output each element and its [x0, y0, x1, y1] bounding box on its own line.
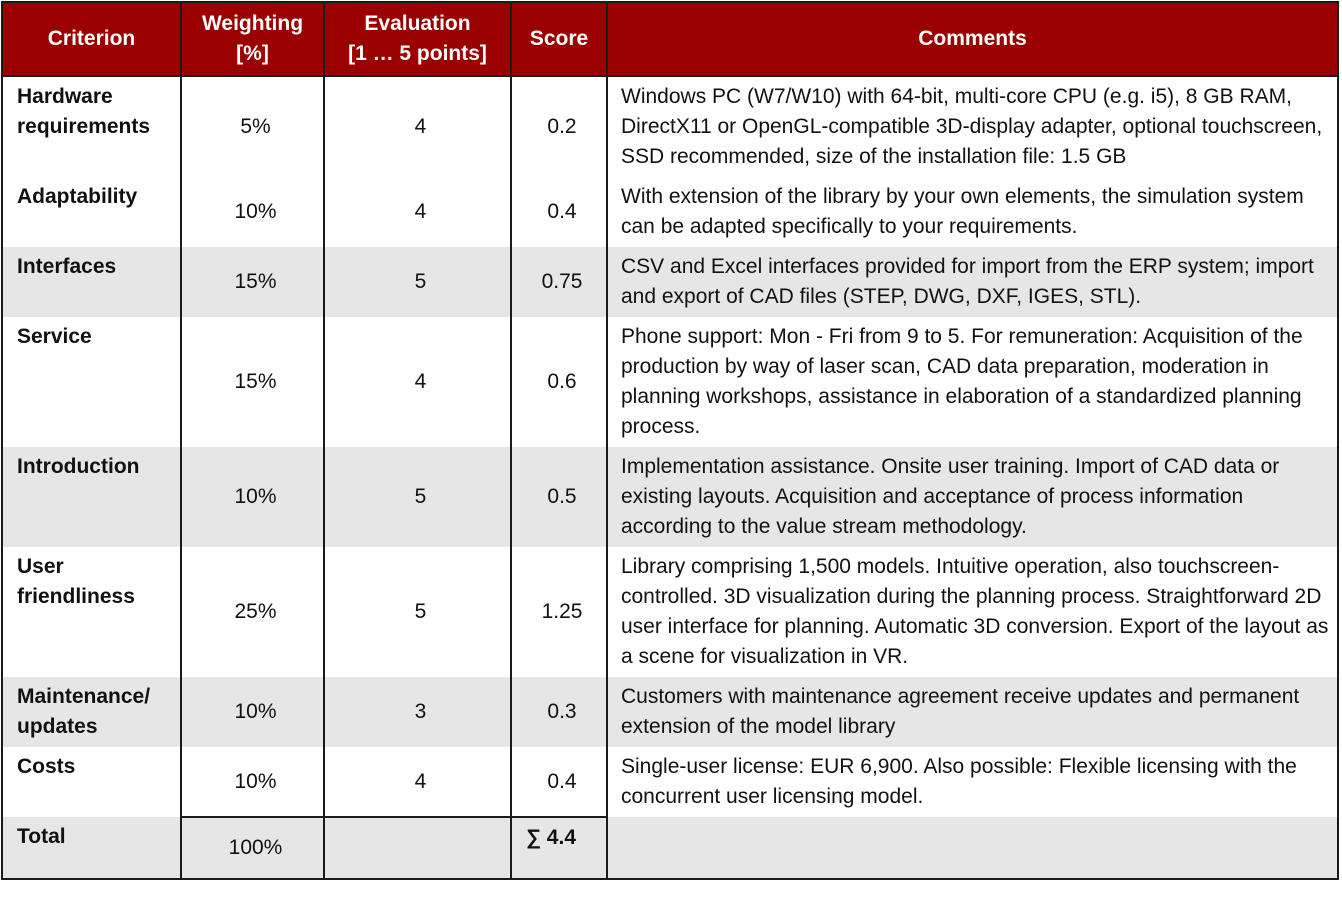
table-row: Service 15% 4 0.6 Phone support: Mon - F…: [1, 317, 1339, 447]
total-score: ∑ 4.4: [510, 816, 608, 880]
score-cell: 0.3: [510, 677, 608, 747]
criterion-cell: Hardware requirements: [1, 76, 182, 177]
evaluation-cell: 4: [323, 76, 512, 177]
score-cell: 0.4: [510, 747, 608, 817]
table-row: Maintenance/ updates 10% 3 0.3 Customers…: [1, 677, 1339, 747]
score-cell: 0.6: [510, 317, 608, 447]
weighting-cell: 15%: [180, 247, 325, 317]
evaluation-cell: 3: [323, 677, 512, 747]
header-evaluation-line1: Evaluation: [364, 12, 471, 35]
table-row: Costs 10% 4 0.4 Single-user license: EUR…: [1, 747, 1339, 817]
header-criterion: Criterion: [1, 1, 182, 77]
score-cell: 0.2: [510, 76, 608, 177]
header-row: Criterion Weighting [%] Evaluation [1 … …: [1, 1, 1339, 77]
evaluation-cell: 5: [323, 447, 512, 547]
comment-cell: Implementation assistance. Onsite user t…: [606, 447, 1339, 547]
header-weighting: Weighting [%]: [180, 1, 325, 77]
criterion-cell: User friendliness: [1, 547, 182, 677]
weighting-cell: 10%: [180, 177, 325, 247]
comment-cell: Windows PC (W7/W10) with 64-bit, multi-c…: [606, 76, 1339, 177]
evaluation-cell: 5: [323, 247, 512, 317]
criterion-cell: Maintenance/ updates: [1, 677, 182, 747]
criterion-cell: Interfaces: [1, 247, 182, 317]
total-weighting: 100%: [180, 816, 325, 880]
score-cell: 1.25: [510, 547, 608, 677]
table-row: Adaptability 10% 4 0.4 With extension of…: [1, 177, 1339, 247]
table-row: Hardware requirements 5% 4 0.2 Windows P…: [1, 76, 1339, 177]
criterion-cell: Costs: [1, 747, 182, 817]
total-evaluation: [323, 816, 512, 880]
evaluation-cell: 5: [323, 547, 512, 677]
weighting-cell: 10%: [180, 747, 325, 817]
comment-cell: Library comprising 1,500 models. Intuiti…: [606, 547, 1339, 677]
criterion-cell: Introduction: [1, 447, 182, 547]
score-cell: 0.75: [510, 247, 608, 317]
comment-cell: Customers with maintenance agreement rec…: [606, 677, 1339, 747]
score-cell: 0.5: [510, 447, 608, 547]
criterion-cell: Adaptability: [1, 177, 182, 247]
evaluation-cell: 4: [323, 747, 512, 817]
comment-cell: Single-user license: EUR 6,900. Also pos…: [606, 747, 1339, 817]
score-cell: 0.4: [510, 177, 608, 247]
weighting-cell: 15%: [180, 317, 325, 447]
evaluation-table: Criterion Weighting [%] Evaluation [1 … …: [1, 1, 1339, 880]
total-row: Total 100% ∑ 4.4: [1, 816, 1339, 880]
table-row: Introduction 10% 5 0.5 Implementation as…: [1, 447, 1339, 547]
weighting-cell: 10%: [180, 447, 325, 547]
header-weighting-line2: [%]: [236, 42, 269, 65]
weighting-cell: 10%: [180, 677, 325, 747]
header-comments: Comments: [606, 1, 1339, 77]
table-row: Interfaces 15% 5 0.75 CSV and Excel inte…: [1, 247, 1339, 317]
evaluation-cell: 4: [323, 177, 512, 247]
weighting-cell: 25%: [180, 547, 325, 677]
total-comment: [606, 817, 1339, 880]
comment-cell: CSV and Excel interfaces provided for im…: [606, 247, 1339, 317]
header-evaluation: Evaluation [1 … 5 points]: [323, 1, 512, 77]
header-weighting-line1: Weighting: [201, 12, 304, 35]
criterion-cell: Service: [1, 317, 182, 447]
comment-cell: Phone support: Mon - Fri from 9 to 5. Fo…: [606, 317, 1339, 447]
header-score: Score: [510, 1, 608, 77]
evaluation-cell: 4: [323, 317, 512, 447]
header-evaluation-line2: [1 … 5 points]: [348, 42, 487, 65]
comment-cell: With extension of the library by your ow…: [606, 177, 1339, 247]
table-row: User friendliness 25% 5 1.25 Library com…: [1, 547, 1339, 677]
total-label: Total: [1, 817, 182, 880]
weighting-cell: 5%: [180, 76, 325, 177]
